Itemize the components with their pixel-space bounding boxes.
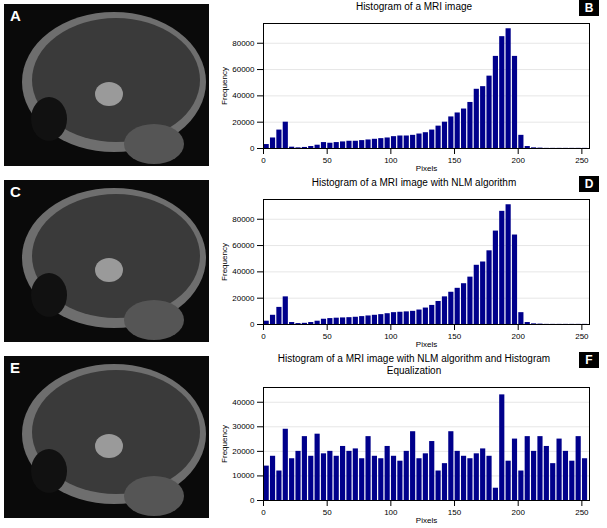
svg-text:C: C [10, 183, 21, 200]
svg-text:200: 200 [512, 508, 526, 517]
svg-text:150: 150 [448, 332, 462, 341]
svg-text:0: 0 [261, 508, 266, 517]
svg-text:Frequency: Frequency [220, 243, 229, 281]
svg-text:100: 100 [384, 508, 398, 517]
svg-text:0: 0 [261, 156, 266, 165]
svg-text:60000: 60000 [232, 65, 255, 74]
svg-text:0: 0 [261, 332, 266, 341]
svg-text:150: 150 [448, 508, 462, 517]
svg-text:50: 50 [323, 508, 332, 517]
svg-text:80000: 80000 [232, 39, 255, 48]
html-text:Histogram of a MRI image with: Histogram of a MRI image with NLM algori… [311, 177, 517, 188]
svg-text:40000: 40000 [232, 267, 255, 276]
svg-text:20000: 20000 [232, 118, 255, 127]
svg-text:250: 250 [575, 156, 589, 165]
svg-text:40000: 40000 [232, 398, 255, 407]
html-text:D: D [584, 177, 594, 191]
svg-text:60000: 60000 [232, 241, 255, 250]
svg-text:E: E [10, 359, 20, 376]
svg-text:Frequency: Frequency [220, 425, 229, 463]
svg-text:10000: 10000 [232, 471, 255, 480]
svg-text:Pixels: Pixels [416, 340, 437, 349]
svg-text:30000: 30000 [232, 422, 255, 431]
svg-text:50: 50 [323, 156, 332, 165]
html-text:F: F [585, 353, 593, 367]
svg-text:20000: 20000 [232, 447, 255, 456]
svg-text:100: 100 [384, 332, 398, 341]
svg-text:Frequency: Frequency [220, 67, 229, 105]
svg-text:150: 150 [448, 156, 462, 165]
svg-text:Pixels: Pixels [416, 164, 437, 173]
html-text:Histogram of a MRI image with: Histogram of a MRI image with NLM algori… [277, 353, 551, 376]
svg-text:0: 0 [250, 496, 255, 505]
html-text:B: B [584, 1, 594, 15]
svg-text:40000: 40000 [232, 91, 255, 100]
svg-text:Pixels: Pixels [416, 516, 437, 525]
svg-text:0: 0 [250, 144, 255, 153]
svg-text:0: 0 [250, 320, 255, 329]
svg-text:20000: 20000 [232, 294, 255, 303]
svg-text:A: A [10, 7, 21, 24]
svg-text:50: 50 [323, 332, 332, 341]
svg-text:200: 200 [512, 156, 526, 165]
svg-text:250: 250 [575, 332, 589, 341]
svg-text:200: 200 [512, 332, 526, 341]
svg-text:100: 100 [384, 156, 398, 165]
svg-text:80000: 80000 [232, 215, 255, 224]
html-text:Histogram of a MRI image: Histogram of a MRI image [355, 1, 473, 12]
svg-text:250: 250 [575, 508, 589, 517]
